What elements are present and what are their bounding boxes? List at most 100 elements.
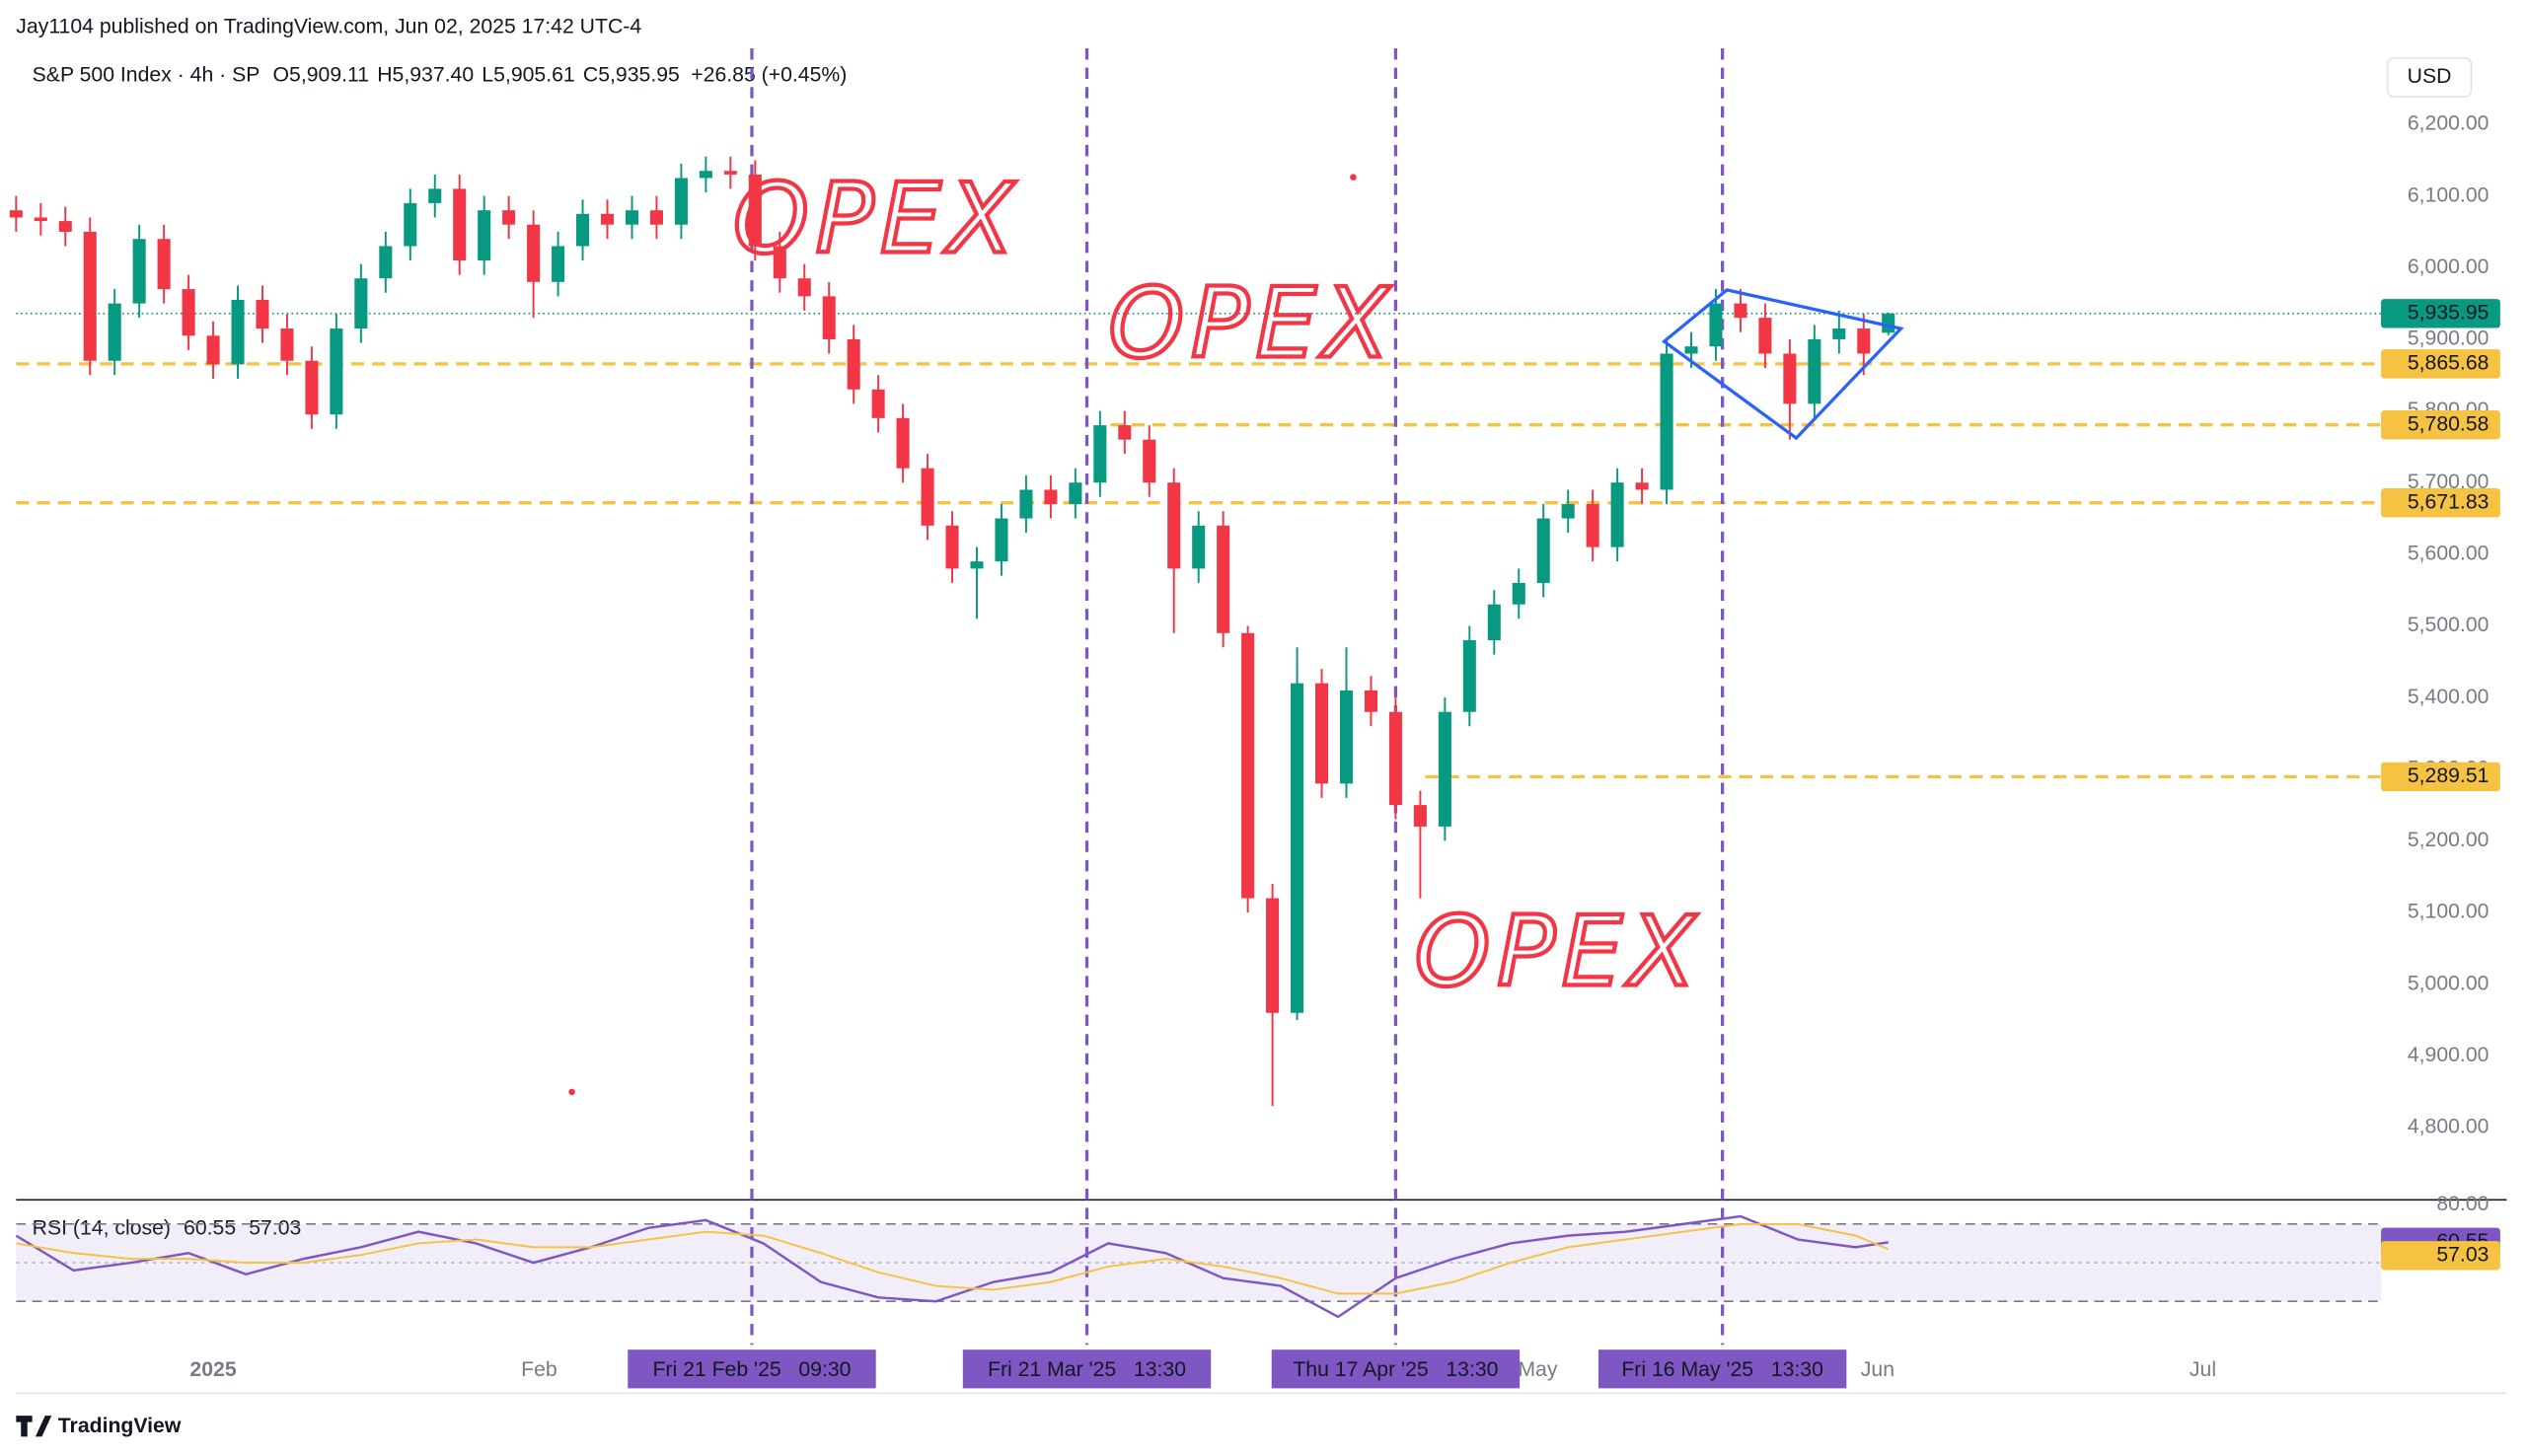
x-tick-label: May <box>1518 1358 1557 1381</box>
annotation: OPEX <box>733 163 1020 275</box>
candle-body <box>945 525 959 569</box>
level-tag-box <box>2381 409 2500 440</box>
y-tick-label: 5,100.00 <box>2408 901 2489 923</box>
level-tag: 5,865.68 <box>2408 351 2489 374</box>
y-tick-label: 4,800.00 <box>2408 1116 2489 1138</box>
candle-body <box>1832 328 1846 339</box>
y-tick-label: 5,400.00 <box>2408 686 2489 708</box>
candle-body <box>1857 328 1871 354</box>
rsi-legend-value: 57.03 <box>249 1216 301 1239</box>
legend: S&P 500 Index · 4h · SP O 5,909.11 H 5,937.4… <box>33 63 848 1239</box>
legend-value: 5,937.40 <box>393 63 475 86</box>
candle-body <box>1339 690 1354 784</box>
y-tick-label: 5,000.00 <box>2408 972 2489 994</box>
marker-label-box <box>962 1349 1212 1389</box>
x-tick-label: 2025 <box>189 1358 236 1381</box>
candle-body <box>1019 489 1033 519</box>
candle-body <box>1069 482 1082 505</box>
x-tick-label: Feb <box>521 1358 557 1381</box>
rsi-line <box>16 1222 1890 1295</box>
legend-value: 5,909.11 <box>289 63 369 86</box>
annotation: OPEX <box>1108 268 1395 381</box>
candle-body <box>1438 711 1451 827</box>
candle-body <box>1291 683 1304 1013</box>
y-tick-label: 6,100.00 <box>2408 183 2489 206</box>
brand: TradingView <box>16 1415 182 1437</box>
candle-body <box>231 299 245 365</box>
legend-title: S&P 500 Index · 4h · SP <box>33 63 260 86</box>
candle-body <box>206 335 220 365</box>
candle-body <box>970 561 984 569</box>
candle-body <box>600 213 615 225</box>
level-tag-box <box>2381 349 2500 379</box>
candle-body <box>1561 504 1575 519</box>
level-tag: 5,780.58 <box>2408 412 2489 435</box>
candle-body <box>1093 425 1107 483</box>
candle-body <box>330 328 343 415</box>
candle-body <box>527 224 541 282</box>
candle-body <box>34 217 47 222</box>
y-tick-label: 5,700.00 <box>2408 471 2489 493</box>
candle-body <box>157 239 171 290</box>
candle-body <box>404 202 417 247</box>
candle-body <box>1783 353 1797 404</box>
candle-body <box>1462 640 1476 712</box>
legend-value: 5,935.95 <box>598 63 680 86</box>
marker-label: Fri 16 May '25 13:30 <box>1621 1358 1823 1381</box>
candle-body <box>502 210 516 225</box>
candle-body <box>1413 805 1427 827</box>
candle-body <box>699 171 712 179</box>
candle-body <box>9 210 23 218</box>
candle-body <box>552 246 565 282</box>
publisher: Jay1104 published on TradingView.com, Ju… <box>16 15 641 37</box>
candle-body <box>428 188 442 203</box>
candle-body <box>797 278 811 297</box>
plot-area: 4,800.00 4,900.00 5,000.00 5,100.00 5,200.00… <box>9 48 2500 1389</box>
candle-body <box>1118 425 1132 440</box>
candle-body <box>1536 518 1550 583</box>
candle-body <box>58 221 72 232</box>
candle-body <box>379 246 393 279</box>
rsi-legend-value: 60.55 <box>184 1216 236 1239</box>
last-price-tag-box <box>2381 299 2500 328</box>
candle-body <box>723 171 737 175</box>
candle-body <box>773 246 786 279</box>
y-tick-label: 5,200.00 <box>2408 829 2489 851</box>
level-tag-box <box>2381 487 2500 518</box>
candle-body <box>354 278 368 329</box>
candle-body <box>1364 690 1377 712</box>
brand-name: TradingView <box>58 1415 182 1437</box>
annotation: OPEX <box>1414 896 1701 1008</box>
x-tick-label: Jun <box>1861 1358 1894 1381</box>
y-tick-label: 5,600.00 <box>2408 542 2489 564</box>
candle-body <box>822 296 836 339</box>
y-tick-label: 6,200.00 <box>2408 112 2489 135</box>
candle-body <box>1241 632 1255 899</box>
rsi-title: RSI (14, close) <box>33 1216 171 1239</box>
legend-key: O <box>273 63 290 86</box>
candle-body <box>1635 482 1649 490</box>
rsi-ma-tag: 57.03 <box>2436 1243 2489 1266</box>
currency-box[interactable] <box>2386 56 2473 98</box>
candle-body <box>132 239 146 304</box>
candle-body <box>1388 711 1402 806</box>
legend-key: C <box>583 63 598 86</box>
legend-key: H <box>377 63 392 86</box>
candle-body <box>896 417 910 469</box>
level-tag: 5,671.83 <box>2408 490 2489 513</box>
candle-body <box>1512 582 1525 605</box>
y-tick-label: 5,900.00 <box>2408 328 2489 350</box>
candle-body <box>280 328 294 361</box>
candle-body <box>1660 353 1673 490</box>
diamond-pattern <box>1661 288 1904 441</box>
marker-label: Fri 21 Feb '25 09:30 <box>652 1358 851 1381</box>
candle-body <box>83 231 97 361</box>
last-price-tag: 5,935.95 <box>2408 301 2489 324</box>
candle-body <box>1266 898 1280 1013</box>
candle-body <box>871 389 885 418</box>
candle-body <box>1684 346 1698 354</box>
rsi-line <box>15 1214 1889 1319</box>
candle-body <box>1314 683 1329 784</box>
legend-value: 5,905.61 <box>493 63 575 86</box>
